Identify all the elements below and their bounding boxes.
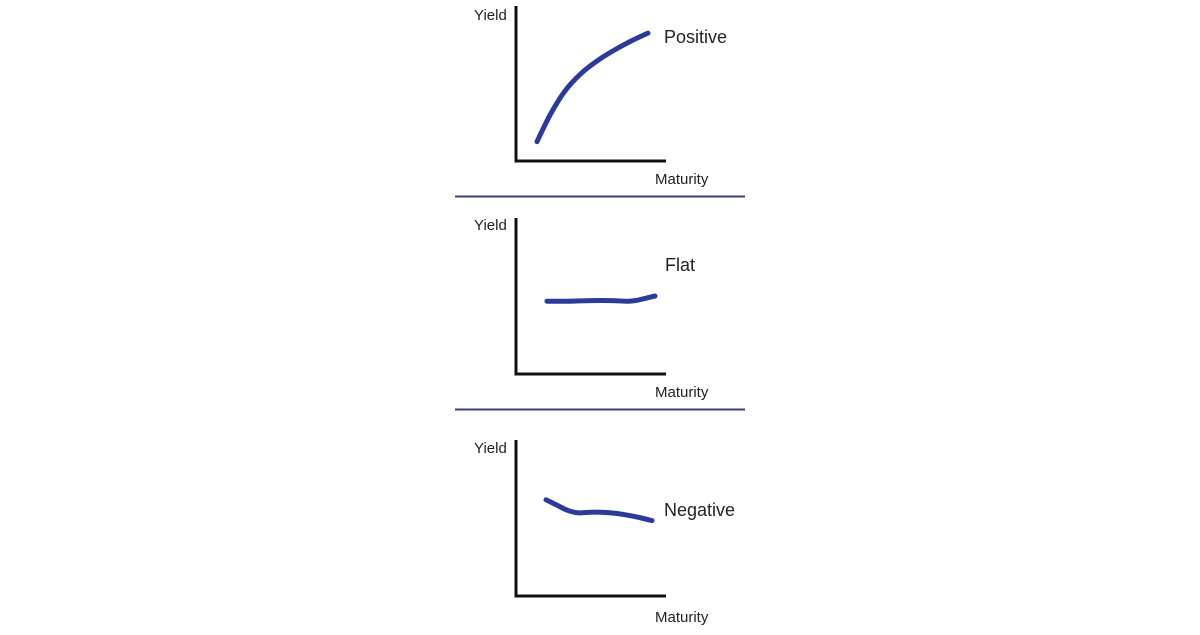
ylabel-flat: Yield xyxy=(474,217,507,234)
series-label-positive: Positive xyxy=(664,27,727,47)
xlabel-negative: Maturity xyxy=(655,609,709,626)
panel-flat: Yield Maturity Flat xyxy=(474,217,709,401)
series-line-positive xyxy=(534,30,651,145)
panel-positive: Yield Maturity Positive xyxy=(474,6,727,188)
xlabel-positive: Maturity xyxy=(655,171,709,188)
figure-background xyxy=(455,0,745,630)
panel-negative: Yield Maturity Negative xyxy=(474,440,735,626)
series-label-flat: Flat xyxy=(665,255,695,275)
series-line-flat xyxy=(544,293,658,304)
series-line-negative xyxy=(543,497,655,524)
ylabel-negative: Yield xyxy=(474,440,507,457)
ylabel-positive: Yield xyxy=(474,7,507,24)
series-label-negative: Negative xyxy=(664,500,735,520)
xlabel-flat: Maturity xyxy=(655,384,709,401)
